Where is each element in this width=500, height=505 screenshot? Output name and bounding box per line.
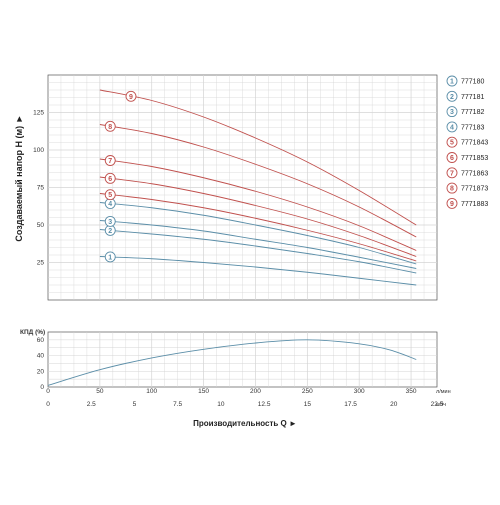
curve-marker-label: 4 xyxy=(108,201,112,208)
curve-marker-label: 7 xyxy=(108,158,112,165)
y-tick-label: 125 xyxy=(33,110,44,117)
head-y-ticks: 25 50 75 100 125 xyxy=(33,110,44,267)
efficiency-y-axis-label: КПД (%) xyxy=(20,329,45,336)
legend-marker-label: 1 xyxy=(450,79,454,86)
efficiency-grid xyxy=(47,331,438,388)
y-tick-label: 100 xyxy=(33,147,44,154)
legend-marker-label: 5 xyxy=(450,140,454,147)
head-curve-1 xyxy=(99,256,417,286)
legend-marker xyxy=(446,121,458,133)
y-tick-label: 40 xyxy=(37,353,45,360)
curve-marker-label: 9 xyxy=(129,94,133,101)
x-tick-label-lpm: 300 xyxy=(354,388,365,395)
legend-entry: 7771883 xyxy=(461,201,488,208)
y-tick-label: 25 xyxy=(37,260,45,267)
legend-entry: 777183 xyxy=(461,124,484,131)
x-ticks-lpm: 0 50 100 150 200 250 300 350 xyxy=(46,388,417,395)
efficiency-curve xyxy=(47,339,417,386)
x-tick-label-lpm: 350 xyxy=(406,388,417,395)
legend-entry: 7771873 xyxy=(461,186,488,193)
x-tick-label-lpm: 150 xyxy=(198,388,209,395)
legend-marker xyxy=(446,152,458,163)
x-tick-label-m3h: 17.5 xyxy=(344,401,357,408)
curve-marker-circle xyxy=(104,215,116,227)
x-tick-label-lpm: 0 xyxy=(46,388,50,395)
curve-marker-label: 2 xyxy=(108,228,112,235)
y-tick-label: 75 xyxy=(37,185,45,192)
x-tick-label-lpm: 200 xyxy=(250,388,261,395)
legend-marker xyxy=(446,106,458,118)
x-tick-label-m3h: 10 xyxy=(217,401,225,408)
y-tick-label: 20 xyxy=(37,368,45,375)
head-curve-5 xyxy=(99,193,417,262)
curve-marker-circle xyxy=(104,172,116,184)
x-tick-label-m3h: 2.5 xyxy=(87,401,96,408)
curve-marker-circle xyxy=(104,155,116,166)
x-unit-lpm: л/мин xyxy=(436,389,451,395)
x-tick-label-lpm: 100 xyxy=(146,388,157,395)
curve-marker-label: 1 xyxy=(108,254,112,261)
head-curves xyxy=(99,89,417,286)
legend-entry: 777180 xyxy=(461,79,484,86)
x-tick-label-m3h: 15 xyxy=(304,401,312,408)
curve-marker-label: 3 xyxy=(108,219,112,226)
curve-marker-circle xyxy=(104,189,116,201)
legend-marker-label: 9 xyxy=(450,201,454,208)
x-unit-m3h: м³/ч xyxy=(436,402,446,408)
x-tick-label-lpm: 250 xyxy=(302,388,313,395)
legend-marker-label: 3 xyxy=(450,109,454,116)
efficiency-y-ticks: 0 20 40 60 xyxy=(37,337,45,391)
head-curve-6 xyxy=(99,176,417,257)
legend-marker-label: 8 xyxy=(450,186,454,193)
y-tick-label: 60 xyxy=(37,337,45,344)
legend-entry: 777182 xyxy=(461,109,484,116)
head-curve-2 xyxy=(99,229,417,274)
legend-marker xyxy=(446,75,458,87)
legend-marker xyxy=(446,197,458,209)
legend-marker xyxy=(446,90,458,102)
curve-marker-label: 6 xyxy=(108,176,112,183)
legend-marker xyxy=(446,182,458,194)
legend-entry: 777181 xyxy=(461,94,484,101)
efficiency-curve-line xyxy=(47,339,417,386)
x-tick-label-m3h: 7.5 xyxy=(173,401,182,408)
x-tick-label-m3h: 12.5 xyxy=(258,401,271,408)
head-curve-8 xyxy=(99,124,417,238)
legend-marker xyxy=(446,167,458,179)
x-tick-label-lpm: 50 xyxy=(96,388,104,395)
head-curve-markers: 1 2 3 4 5 6 7 8 9 xyxy=(104,90,137,263)
curve-marker-circle xyxy=(104,120,116,132)
y-tick-label: 50 xyxy=(37,222,45,229)
legend-marker-label: 4 xyxy=(450,124,454,131)
curve-marker-circle xyxy=(125,90,137,102)
y-tick-label: 0 xyxy=(40,384,44,391)
curve-marker-label: 5 xyxy=(108,192,112,199)
x-ticks-m3h: 0 2.5 5 7.5 10 12.5 15 17.5 20 22.5 xyxy=(46,401,444,408)
legend-entry: 7771853 xyxy=(461,155,488,162)
head-curve-3 xyxy=(99,220,417,269)
legend-marker-label: 2 xyxy=(450,94,454,101)
x-tick-label-m3h: 0 xyxy=(46,401,50,408)
x-tick-label-m3h: 22.5 xyxy=(431,401,444,408)
legend-entry: 7771863 xyxy=(461,170,488,177)
legend-marker-label: 6 xyxy=(450,155,454,162)
legend-marker-label: 7 xyxy=(450,170,454,177)
curve-marker-circle xyxy=(104,251,116,263)
head-curve-9 xyxy=(99,89,417,226)
head-curve-7 xyxy=(99,158,417,251)
legend-marker xyxy=(446,136,458,148)
curve-marker-label: 8 xyxy=(108,124,112,131)
head-curve-4 xyxy=(99,202,417,265)
x-tick-label-m3h: 5 xyxy=(133,401,137,408)
head-y-axis-label: Создаваемый напор H (м) ► xyxy=(14,114,24,241)
x-tick-label-m3h: 20 xyxy=(390,401,398,408)
legend-entry: 7771843 xyxy=(461,140,488,147)
x-axis-label: Производительность Q ► xyxy=(193,419,297,428)
